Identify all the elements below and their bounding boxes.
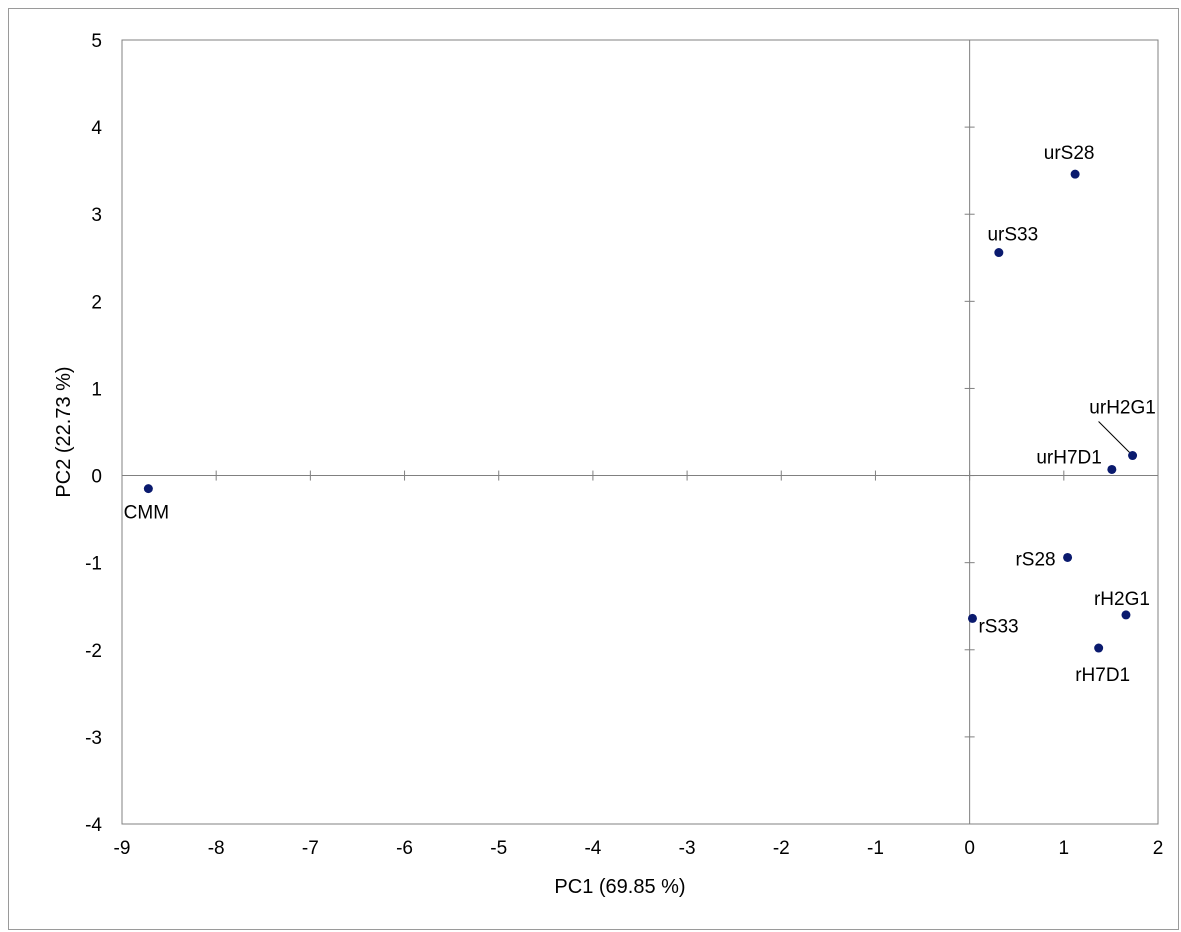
x-axis-title: PC1 (69.85 %) [554,876,685,898]
y-axis-title: PC2 (22.73 %) [53,366,75,497]
data-point-label: rS28 [1015,549,1055,570]
data-point [1094,643,1104,653]
data-point-label: rH7D1 [1075,665,1130,686]
chart-frame [8,8,1179,930]
y-tick-label: -4 [85,815,102,836]
x-tick-label: 1 [1059,838,1070,859]
y-tick-label: 2 [91,292,102,313]
y-tick-label: 3 [91,205,102,226]
x-tick-label: -3 [679,838,696,859]
data-point-label: rS33 [978,616,1018,637]
label-leader-line [1098,421,1130,453]
data-point-label: urS28 [1044,143,1095,164]
x-tick-label: -7 [302,838,319,859]
x-tick-label: -4 [584,838,601,859]
y-tick-label: -2 [85,641,102,662]
data-point-label: urH7D1 [1036,447,1101,468]
data-point-label: rH2G1 [1094,589,1150,610]
data-point [1128,451,1138,461]
plot-area [121,39,1159,825]
data-point [1121,610,1131,620]
x-tick-label: -2 [773,838,790,859]
data-point-label: urH2G1 [1089,398,1156,419]
x-tick-label: 2 [1153,838,1164,859]
y-tick-label: -1 [85,554,102,575]
x-tick-label: -8 [208,838,225,859]
data-point [967,613,977,623]
y-tick-label: 0 [91,467,102,488]
data-point [994,248,1004,258]
data-point [1070,169,1080,179]
data-point-label: CMM [124,503,169,524]
x-tick-label: -6 [396,838,413,859]
y-tick-label: 1 [91,379,102,400]
x-tick-label: -5 [490,838,507,859]
data-point [1063,552,1073,562]
y-tick-label: 5 [91,31,102,52]
x-tick-label: -9 [114,838,131,859]
y-tick-label: 4 [91,118,102,139]
data-point [1107,464,1117,474]
y-tick-label: -3 [85,728,102,749]
data-point [143,484,153,494]
x-tick-label: 0 [964,838,975,859]
x-tick-label: -1 [867,838,884,859]
data-point-label: urS33 [987,225,1038,246]
